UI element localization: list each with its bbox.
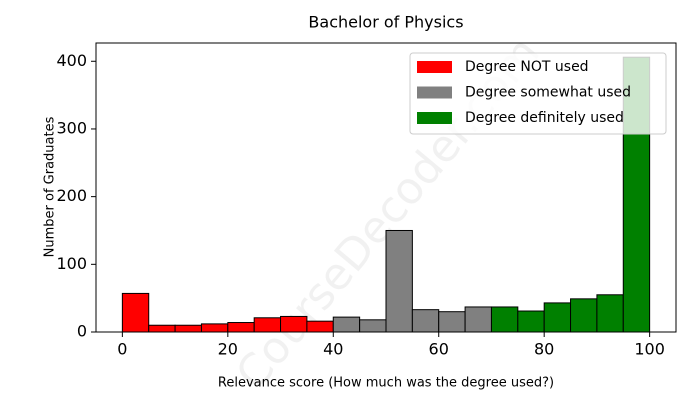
bar [490,306,519,333]
legend-label: Degree definitely used [465,110,624,126]
chart-title: Bachelor of Physics [308,13,463,32]
y-tick-label: 0 [77,322,87,341]
x-tick-label: 60 [429,340,449,359]
y-tick-label: 100 [56,254,87,273]
legend-label: Degree somewhat used [465,85,631,101]
bar [227,322,255,333]
bar [438,311,466,333]
plot-frame [95,42,677,333]
legend-box [409,52,667,135]
bar [517,310,545,333]
legend: Degree NOT used Degree somewhat used Degre… [409,52,667,135]
y-axis-label: Number of Graduates [43,116,58,257]
legend-swatch [417,86,452,99]
bar [464,306,492,333]
bar [148,324,176,333]
x-axis-label: Relevance score (How much was the degree… [218,376,554,391]
bar [200,323,229,333]
y-tick-label: 400 [56,51,87,70]
bar [121,292,150,333]
y-tick-label: 300 [56,118,87,137]
x-tick-label: 40 [323,340,343,359]
x-tick-label: 20 [218,340,238,359]
bar [280,315,308,333]
bar [543,302,572,333]
bar [411,309,440,333]
bar [253,317,282,333]
legend-label: Degree NOT used [465,59,589,75]
legend-swatch [417,61,452,73]
y-tick-label: 200 [56,186,87,205]
x-tick-label: 100 [634,340,665,359]
x-tick-label: 0 [117,340,127,359]
x-tick-label: 80 [534,340,554,359]
bar [332,316,361,333]
legend-swatch [417,112,452,124]
bar [359,319,387,333]
bar [570,298,598,333]
bar [385,229,413,333]
bar [596,294,624,333]
bar [306,320,334,333]
bar [174,324,202,333]
